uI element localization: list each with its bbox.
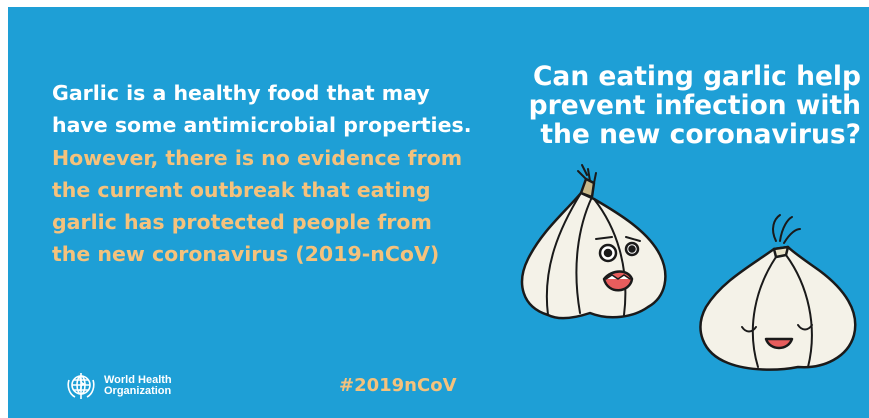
who-emblem-icon	[67, 373, 95, 399]
who-name-line-1: World Health	[104, 374, 172, 386]
garlic-illustration	[520, 164, 857, 371]
question-line-2: prevent infection with	[528, 90, 861, 121]
body-highlight-text: However, there is no evidence from the c…	[52, 145, 463, 267]
infographic-panel: Garlic is a healthy food that may have s…	[8, 7, 869, 418]
question-heading: Can eating garlic help prevent infection…	[513, 62, 861, 149]
body-white-text: Garlic is a healthy food that may have s…	[52, 81, 472, 138]
who-logo: World Health Organization	[63, 370, 172, 402]
worried-garlic-icon	[520, 164, 667, 320]
who-name: World Health Organization	[104, 375, 172, 397]
question-line-1: Can eating garlic help	[532, 61, 861, 92]
happy-garlic-icon	[699, 214, 857, 371]
hashtag: #2019nCoV	[339, 375, 457, 396]
body-text: Garlic is a healthy food that may have s…	[52, 77, 472, 271]
question-line-3: the new coronavirus?	[540, 119, 861, 150]
who-name-line-2: Organization	[104, 385, 172, 397]
